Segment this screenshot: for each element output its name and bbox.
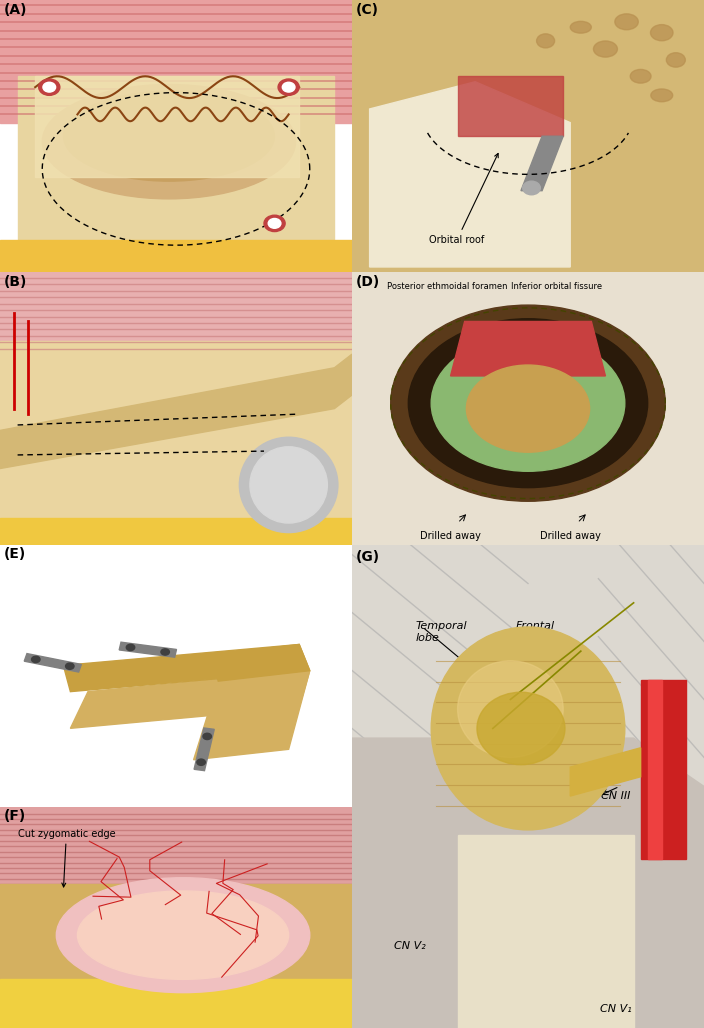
Text: Posterior ethmoidal foramen: Posterior ethmoidal foramen — [387, 283, 508, 292]
Ellipse shape — [408, 319, 648, 487]
Polygon shape — [641, 681, 686, 859]
Ellipse shape — [667, 52, 685, 68]
Ellipse shape — [653, 88, 671, 102]
Ellipse shape — [652, 25, 672, 41]
Polygon shape — [0, 340, 352, 545]
Text: CN III: CN III — [601, 792, 631, 801]
Polygon shape — [0, 240, 352, 272]
Ellipse shape — [391, 305, 665, 502]
Polygon shape — [0, 518, 352, 545]
Polygon shape — [70, 670, 310, 728]
Polygon shape — [0, 807, 352, 891]
Circle shape — [126, 645, 134, 651]
Ellipse shape — [466, 365, 590, 452]
Polygon shape — [458, 76, 563, 137]
Text: Inferior orbital fissure: Inferior orbital fissure — [510, 283, 602, 292]
Polygon shape — [458, 835, 634, 1028]
Polygon shape — [63, 645, 310, 692]
Text: (G): (G) — [356, 550, 379, 563]
Ellipse shape — [477, 692, 565, 765]
Polygon shape — [521, 137, 563, 191]
Polygon shape — [194, 670, 310, 760]
Polygon shape — [35, 76, 299, 177]
Polygon shape — [0, 0, 352, 122]
Polygon shape — [370, 82, 570, 267]
Text: Drilled away: Drilled away — [420, 531, 481, 541]
Ellipse shape — [615, 14, 639, 30]
Ellipse shape — [239, 437, 338, 533]
Polygon shape — [451, 322, 605, 376]
Polygon shape — [352, 545, 704, 1028]
FancyBboxPatch shape — [24, 654, 82, 672]
Text: (F): (F) — [4, 809, 26, 823]
FancyBboxPatch shape — [194, 728, 214, 771]
Circle shape — [161, 649, 170, 655]
Text: (E): (E) — [4, 548, 26, 561]
Circle shape — [278, 79, 299, 96]
Polygon shape — [0, 884, 352, 984]
Circle shape — [264, 215, 285, 231]
Circle shape — [282, 82, 295, 93]
Ellipse shape — [42, 84, 296, 198]
Text: ICA: ICA — [643, 840, 662, 849]
Circle shape — [522, 181, 541, 194]
Text: Temporal
lobe: Temporal lobe — [415, 621, 467, 642]
Circle shape — [65, 663, 74, 669]
Polygon shape — [18, 76, 334, 251]
Ellipse shape — [56, 878, 310, 993]
Text: Orbital roof: Orbital roof — [429, 153, 498, 245]
Text: (A): (A) — [4, 3, 27, 16]
Ellipse shape — [570, 20, 591, 35]
Polygon shape — [0, 354, 352, 469]
Circle shape — [268, 219, 281, 228]
Circle shape — [39, 79, 60, 96]
Text: CN V₁: CN V₁ — [600, 1003, 632, 1014]
Ellipse shape — [77, 891, 289, 980]
Polygon shape — [352, 738, 704, 1028]
Ellipse shape — [596, 43, 615, 56]
Circle shape — [203, 733, 211, 739]
Ellipse shape — [458, 661, 563, 758]
Circle shape — [43, 82, 56, 93]
Circle shape — [197, 759, 206, 766]
Text: CN V₂: CN V₂ — [394, 941, 426, 951]
Ellipse shape — [431, 627, 625, 830]
Ellipse shape — [63, 91, 275, 181]
Text: (C): (C) — [356, 3, 379, 16]
Polygon shape — [0, 545, 352, 807]
Ellipse shape — [536, 33, 555, 49]
Ellipse shape — [629, 71, 652, 82]
Text: (B): (B) — [4, 276, 27, 289]
Ellipse shape — [431, 335, 625, 471]
FancyBboxPatch shape — [119, 642, 177, 657]
Polygon shape — [352, 0, 704, 272]
Text: (D): (D) — [356, 276, 379, 289]
Polygon shape — [211, 645, 310, 682]
Ellipse shape — [250, 447, 327, 523]
Polygon shape — [0, 272, 352, 354]
Text: Frontal
lobe: Frontal lobe — [515, 621, 555, 642]
Polygon shape — [570, 747, 641, 796]
Polygon shape — [648, 681, 662, 859]
Polygon shape — [352, 272, 704, 545]
Text: Drilled away: Drilled away — [540, 531, 601, 541]
Text: Cut zygomatic edge: Cut zygomatic edge — [18, 829, 115, 887]
Polygon shape — [0, 980, 352, 1028]
Circle shape — [32, 656, 40, 663]
